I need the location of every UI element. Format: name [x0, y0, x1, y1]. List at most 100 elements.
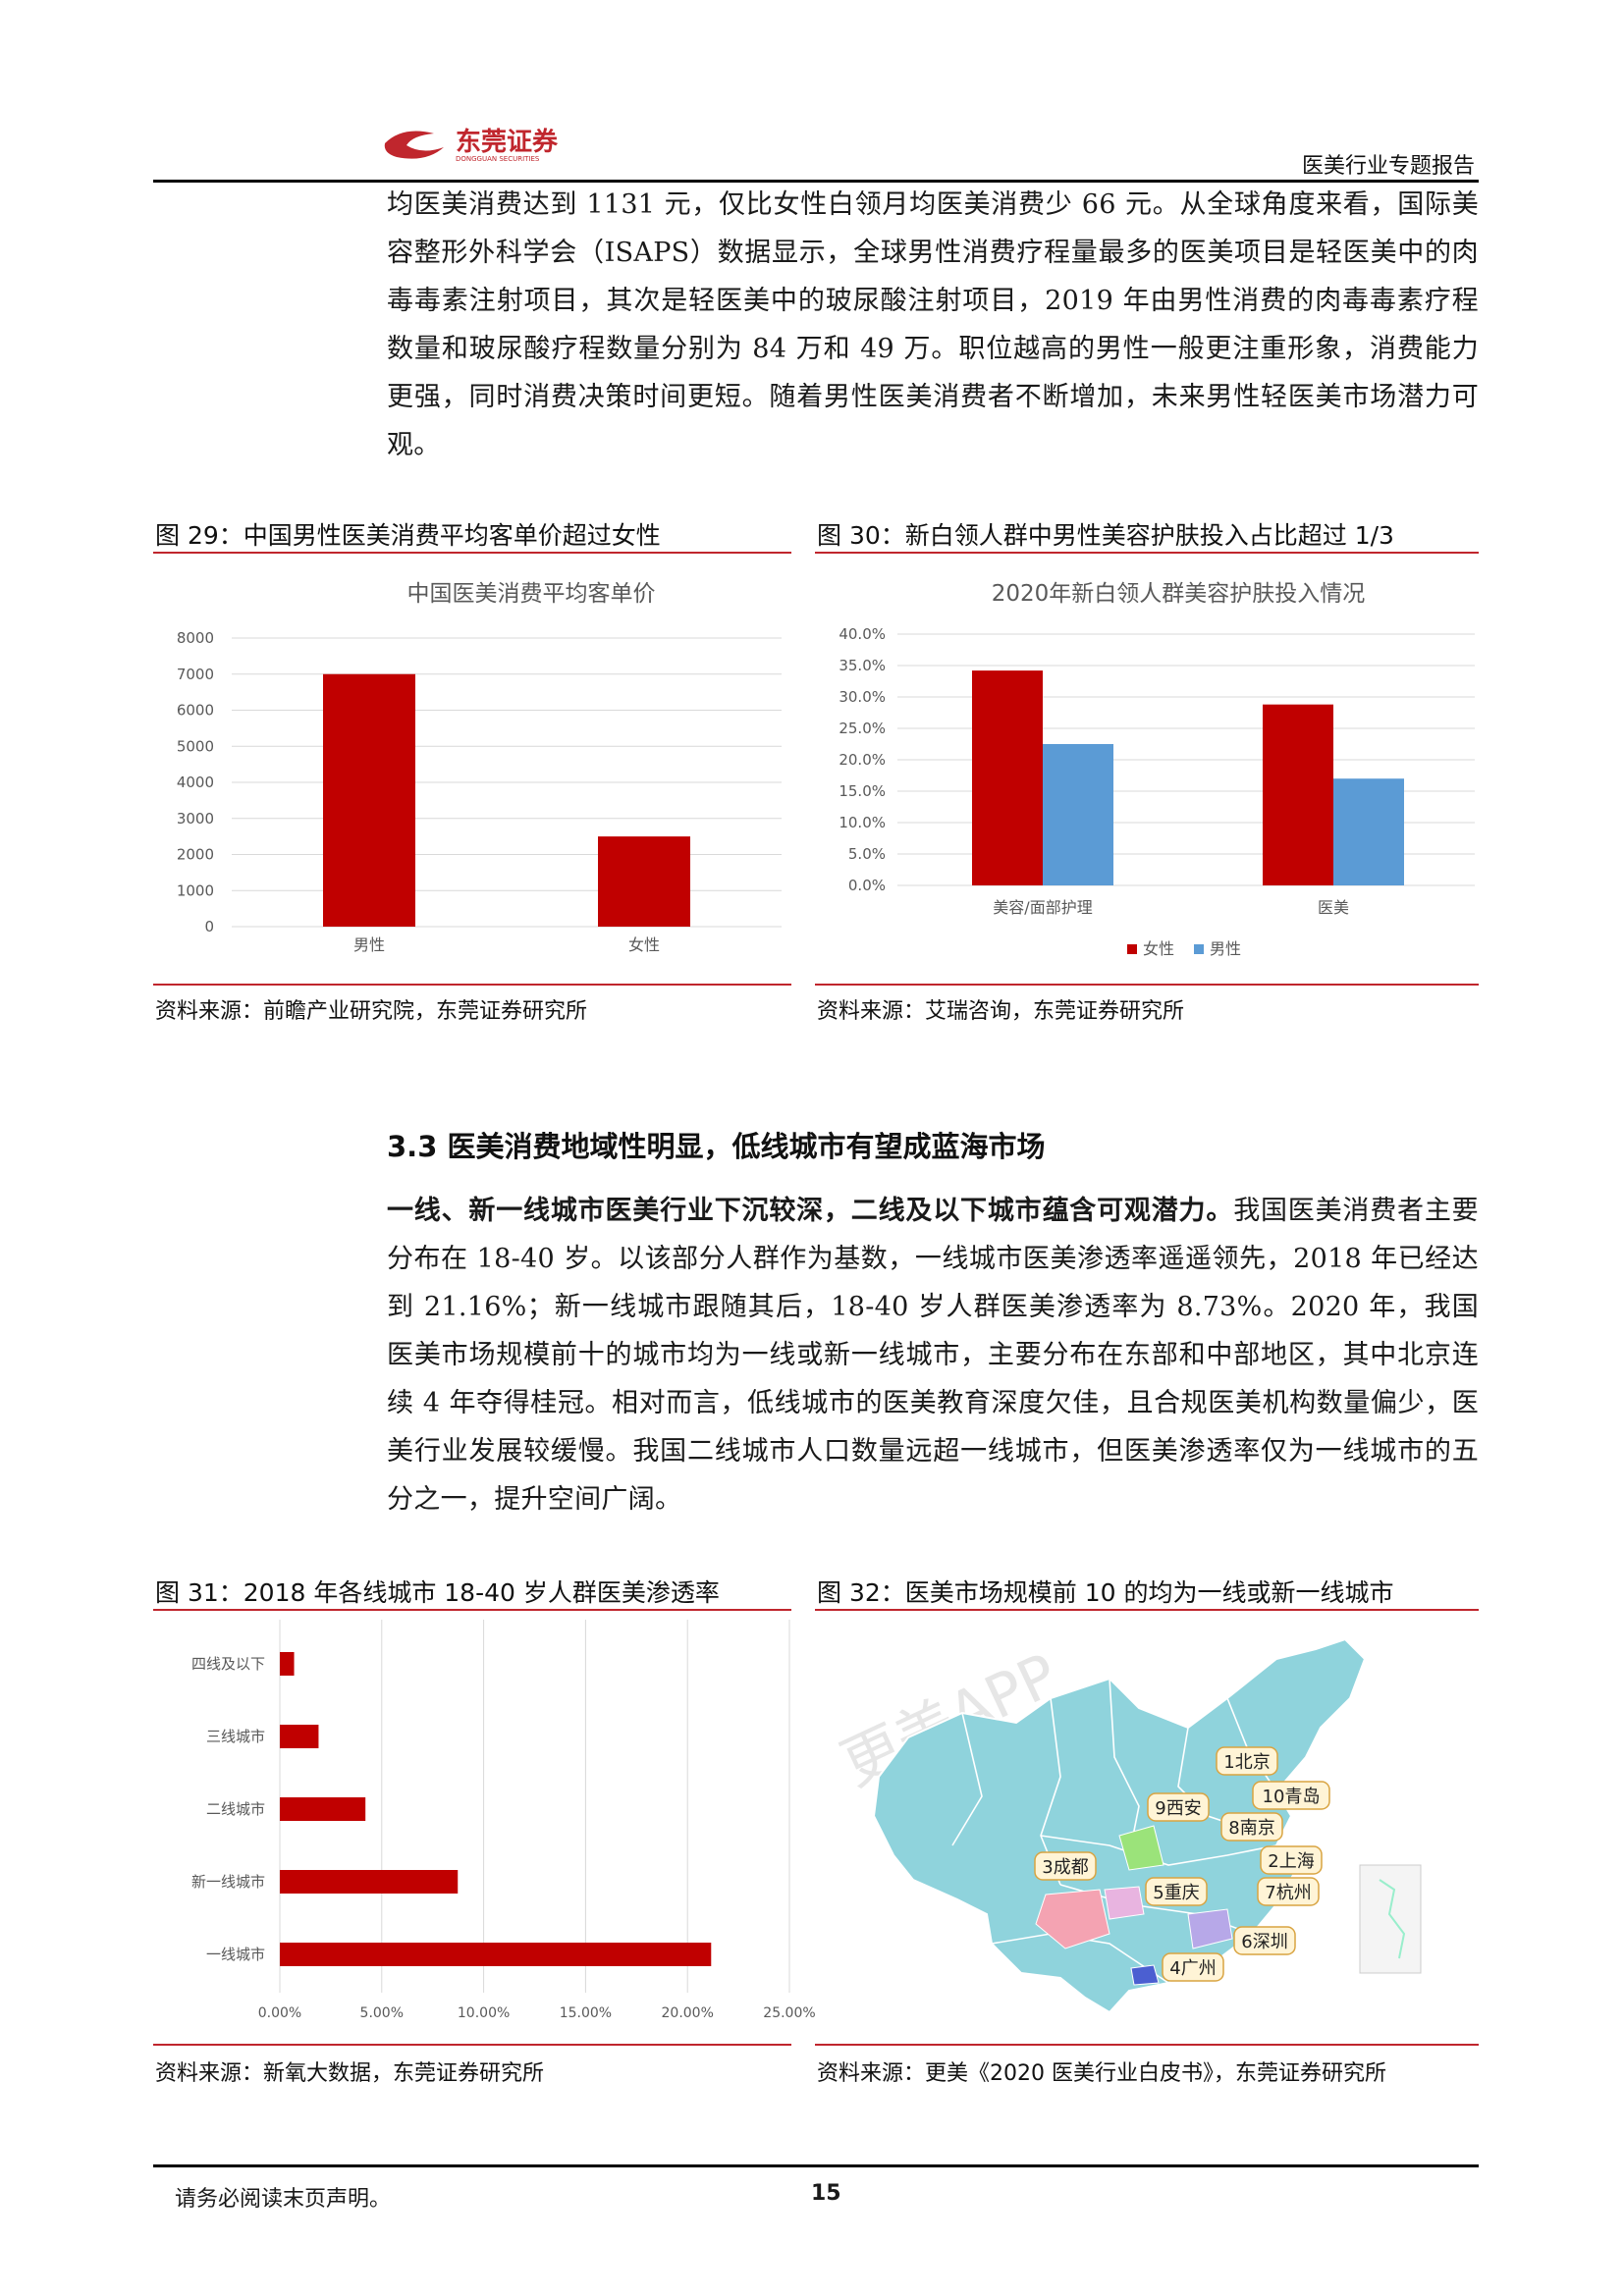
section-heading: 3.3 医美消费地域性明显，低线城市有望成蓝海市场 — [387, 1130, 1046, 1163]
figure-32-rule — [815, 1609, 1479, 1611]
logo-text-cn: 东莞证券 — [456, 127, 559, 157]
y-tick-label: 30.0% — [839, 688, 886, 706]
bar — [280, 1725, 319, 1748]
y-tick-label: 35.0% — [839, 657, 886, 674]
city-label-bg — [1147, 1792, 1210, 1822]
y-category-label: 三线城市 — [206, 1728, 265, 1745]
city-label-bg — [1145, 1877, 1208, 1906]
figure-29-title: 图 29：中国男性医美消费平均客单价超过女性 — [155, 521, 661, 550]
figure-31-source: 资料来源：新氧大数据，东莞证券研究所 — [155, 2061, 545, 2086]
y-tick-label: 25.0% — [839, 720, 886, 737]
bar — [280, 1870, 459, 1894]
region-guangdong — [1187, 1908, 1233, 1949]
chart-30-legend: 女性 男性 — [1127, 939, 1241, 958]
city-label-bg — [1162, 1952, 1224, 1982]
header-divider — [153, 180, 1479, 183]
figure-31-bottom-rule — [153, 2044, 791, 2046]
city-label-bg — [1216, 1746, 1278, 1776]
figure-30-bottom-rule — [815, 984, 1479, 986]
x-category-label: 男性 — [353, 935, 385, 954]
paragraph-lead: 一线、新一线城市医美行业下沉较深，二线及以下城市蕴含可观潜力。 — [387, 1196, 1234, 1226]
bar-male — [1333, 778, 1404, 885]
y-tick-label: 8000 — [177, 629, 214, 647]
footer-disclaimer: 请务必阅读末页声明。 — [175, 2187, 392, 2212]
legend-label-female: 女性 — [1143, 939, 1174, 958]
figure-30-title: 图 30：新白领人群中男性美容护肤投入占比超过 1/3 — [817, 521, 1394, 550]
x-tick-label: 15.00% — [560, 2005, 612, 2021]
y-tick-label: 0 — [204, 918, 214, 935]
logo-text-en: DONGGUAN SECURITIES — [456, 155, 540, 163]
bar — [280, 1652, 295, 1676]
y-category-label: 四线及以下 — [191, 1655, 265, 1673]
figure-32-title: 图 32：医美市场规模前 10 的均为一线或新一线城市 — [817, 1578, 1394, 1607]
y-tick-label: 5.0% — [848, 845, 886, 863]
bar-female — [972, 670, 1043, 885]
y-tick-label: 4000 — [177, 774, 214, 791]
body-paragraph-2: 一线、新一线城市医美行业下沉较深，二线及以下城市蕴含可观潜力。我国医美消费者主要… — [387, 1187, 1479, 1523]
city-label: 3成都 — [1042, 1857, 1088, 1878]
legend-swatch-male — [1194, 944, 1204, 954]
city-label: 2上海 — [1268, 1851, 1314, 1872]
figure-30-rule — [815, 552, 1479, 554]
x-category-label: 女性 — [628, 935, 660, 954]
figure-32-bottom-rule — [815, 2044, 1479, 2046]
bar — [280, 1943, 712, 1966]
bar-female — [1263, 704, 1333, 885]
y-tick-label: 20.0% — [839, 751, 886, 769]
y-tick-label: 40.0% — [839, 625, 886, 643]
bar — [323, 673, 415, 927]
x-category-label: 医美 — [1318, 898, 1349, 917]
city-label: 1北京 — [1223, 1752, 1270, 1773]
chart-29-title: 中国医美消费平均客单价 — [407, 581, 656, 607]
y-tick-label: 15.0% — [839, 782, 886, 800]
x-category-label: 美容/面部护理 — [993, 898, 1092, 917]
body-paragraph-1: 均医美消费达到 1131 元，仅比女性白领月均医美消费少 66 元。从全球角度来… — [387, 181, 1479, 469]
map-inset — [1359, 1864, 1422, 1974]
bar — [280, 1797, 366, 1821]
paragraph-text: 均医美消费达到 1131 元，仅比女性白领月均医美消费少 66 元。从全球角度来… — [387, 189, 1479, 460]
y-tick-label: 6000 — [177, 702, 214, 720]
region-shaanxi — [1118, 1825, 1164, 1871]
city-label: 5重庆 — [1153, 1883, 1199, 1903]
chart-30-title: 2020年新白领人群美容护肤投入情况 — [992, 581, 1366, 607]
city-label-bg — [1252, 1781, 1330, 1810]
city-label-bg — [1034, 1851, 1097, 1881]
region-chongqing — [1104, 1886, 1145, 1920]
figure-29-source: 资料来源：前瞻产业研究院，东莞证券研究所 — [155, 999, 588, 1024]
y-tick-label: 5000 — [177, 737, 214, 755]
legend-label-male: 男性 — [1210, 939, 1241, 958]
bar — [598, 836, 690, 927]
paragraph-text: 一线、新一线城市医美行业下沉较深，二线及以下城市蕴含可观潜力。我国医美消费者主要… — [387, 1187, 1479, 1523]
city-label: 4广州 — [1169, 1958, 1216, 1979]
y-tick-label: 2000 — [177, 846, 214, 864]
inset-islands — [1379, 1879, 1406, 1959]
report-name: 医美行业专题报告 — [1301, 154, 1475, 179]
city-label-bg — [1220, 1812, 1283, 1842]
x-tick-label: 5.00% — [360, 2005, 404, 2021]
city-label-bg — [1257, 1877, 1320, 1906]
paragraph-body: 我国医美消费者主要分布在 18-40 岁。以该部分人群作为基数，一线城市医美渗透… — [387, 1196, 1479, 1515]
x-tick-label: 0.00% — [258, 2005, 301, 2021]
y-tick-label: 1000 — [177, 881, 214, 899]
figure-30-source: 资料来源：艾瑞咨询，东莞证券研究所 — [817, 999, 1185, 1024]
region-hainan — [1130, 1964, 1160, 1986]
figure-31-rule — [153, 1609, 791, 1611]
figure-29-rule — [153, 552, 791, 554]
footer-divider — [153, 2164, 1479, 2167]
legend-swatch-female — [1127, 944, 1137, 954]
figure-29-chart: 中国医美消费平均客单价 0 1000 2000 3000 4000 5000 6000 700… — [177, 581, 782, 954]
city-label: 6深圳 — [1241, 1932, 1287, 1952]
y-tick-label: 0.0% — [848, 877, 886, 894]
city-label: 9西安 — [1155, 1798, 1201, 1819]
x-tick-label: 25.00% — [763, 2005, 815, 2021]
city-label: 7杭州 — [1265, 1883, 1311, 1903]
y-category-label: 一线城市 — [206, 1946, 265, 1963]
company-logo: 东莞证券 DONGGUAN SECURITIES — [383, 124, 658, 163]
y-tick-label: 7000 — [177, 666, 214, 683]
x-tick-label: 20.00% — [662, 2005, 714, 2021]
figure-29-bottom-rule — [153, 984, 791, 986]
y-category-label: 新一线城市 — [191, 1873, 265, 1891]
x-tick-label: 10.00% — [458, 2005, 510, 2021]
